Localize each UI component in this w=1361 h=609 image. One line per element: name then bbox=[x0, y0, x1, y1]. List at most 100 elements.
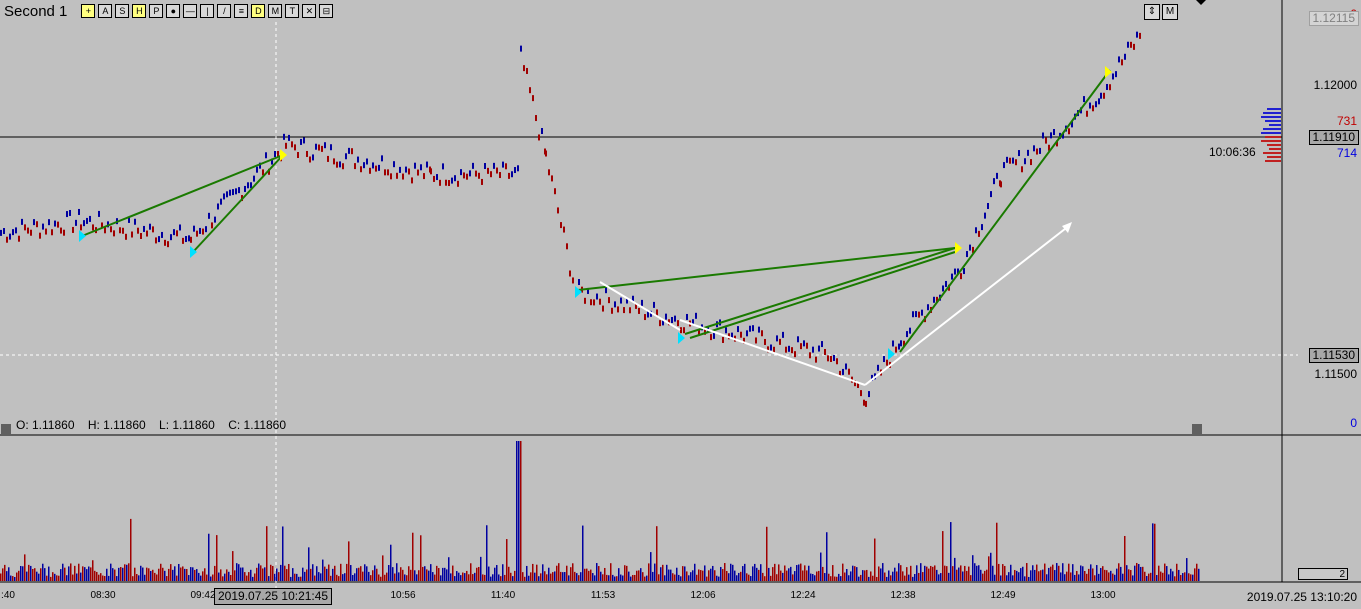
m-button[interactable]: M bbox=[1162, 4, 1178, 20]
dropdown-icon[interactable] bbox=[1196, 0, 1206, 5]
tools-button[interactable]: ✕ bbox=[302, 4, 317, 18]
volume-bar bbox=[344, 573, 346, 581]
volume-bar bbox=[958, 567, 960, 581]
bar-countdown: 10:06:36 bbox=[1209, 145, 1256, 159]
volume-bar bbox=[80, 572, 82, 581]
volume-bar bbox=[1168, 574, 1170, 581]
volume-bar bbox=[526, 565, 528, 581]
volume-bar bbox=[850, 571, 852, 581]
horizontal-line-button[interactable]: — bbox=[183, 4, 198, 18]
volume-bar bbox=[66, 575, 68, 581]
volume-bar bbox=[356, 568, 358, 581]
price-axis[interactable]: 0 1.12115 1.12000 731 1.11910 714 1.1153… bbox=[1283, 0, 1361, 435]
time-label: :40 bbox=[1, 590, 15, 601]
t-button[interactable]: T bbox=[285, 4, 300, 18]
volume-bar bbox=[942, 531, 944, 581]
s-button[interactable]: S bbox=[115, 4, 130, 18]
scroll-right-handle[interactable] bbox=[1192, 424, 1202, 434]
volume-bar bbox=[1006, 575, 1008, 581]
volume-bar bbox=[412, 532, 414, 581]
volume-bar bbox=[1174, 576, 1176, 581]
volume-bar bbox=[686, 571, 688, 581]
volume-bar bbox=[520, 441, 522, 581]
volume-bar bbox=[898, 563, 900, 581]
volume-bar bbox=[276, 568, 278, 581]
volume-bar bbox=[768, 567, 770, 581]
h-button[interactable]: H bbox=[132, 4, 147, 18]
volume-bar bbox=[1052, 564, 1054, 581]
volume-bar bbox=[294, 573, 296, 581]
volume-bar bbox=[384, 574, 386, 581]
volume-bar bbox=[736, 575, 738, 581]
volume-bar bbox=[988, 556, 990, 581]
volume-bar bbox=[926, 566, 928, 581]
volume-bar bbox=[1036, 564, 1038, 581]
volume-bar bbox=[208, 533, 210, 581]
volume-bar bbox=[474, 572, 476, 581]
volume-bar bbox=[766, 526, 768, 581]
volume-bar bbox=[952, 566, 954, 581]
volume-bar bbox=[470, 563, 472, 581]
volume-bar bbox=[362, 571, 364, 581]
volume-bar bbox=[70, 563, 72, 581]
volume-bar bbox=[524, 576, 526, 581]
trendline-button[interactable]: / bbox=[217, 4, 232, 18]
volume-bar bbox=[860, 574, 862, 581]
resize-icon[interactable]: ⇕ bbox=[1144, 4, 1160, 20]
volume-bar bbox=[722, 569, 724, 581]
trend-line bbox=[577, 247, 956, 291]
volume-bar bbox=[194, 569, 196, 581]
vertical-line-button[interactable]: | bbox=[200, 4, 215, 18]
volume-bar bbox=[738, 572, 740, 581]
volume-bar bbox=[418, 570, 420, 581]
volume-bar bbox=[1150, 572, 1152, 581]
d-button[interactable]: D bbox=[251, 4, 266, 18]
volume-bar bbox=[364, 564, 366, 581]
volume-bar bbox=[82, 566, 84, 581]
volume-bar bbox=[780, 570, 782, 581]
volume-bar bbox=[142, 567, 144, 581]
volume-bar bbox=[138, 575, 140, 581]
volume-bar bbox=[468, 574, 470, 581]
crosshair-button[interactable]: + bbox=[81, 4, 96, 18]
volume-bar bbox=[146, 567, 148, 581]
p-button[interactable]: P bbox=[149, 4, 164, 18]
volume-bar bbox=[322, 559, 324, 581]
current-time: 2019.07.25 13:10:20 bbox=[1246, 590, 1357, 604]
volume-bar bbox=[584, 568, 586, 581]
volume-bar bbox=[204, 568, 206, 581]
arrow-head bbox=[1062, 222, 1072, 233]
volume-bar bbox=[84, 567, 86, 581]
scroll-left-handle[interactable] bbox=[1, 424, 11, 434]
volume-bar bbox=[424, 566, 426, 581]
volume-bar bbox=[340, 563, 342, 581]
volume-bar bbox=[968, 566, 970, 581]
volume-bar bbox=[36, 571, 38, 581]
volume-bar bbox=[544, 571, 546, 581]
dom-level-bar bbox=[1263, 152, 1281, 154]
volume-bar bbox=[220, 569, 222, 581]
volume-bar bbox=[854, 566, 856, 581]
text-button[interactable]: ≡ bbox=[234, 4, 249, 18]
volume-bar bbox=[102, 575, 104, 581]
volume-bar bbox=[184, 568, 186, 581]
volume-bar bbox=[878, 566, 880, 581]
a-button[interactable]: A bbox=[98, 4, 113, 18]
volume-bar bbox=[104, 576, 106, 581]
volume-bar bbox=[896, 571, 898, 581]
collapse-button[interactable]: ⊟ bbox=[319, 4, 334, 18]
volume-bar bbox=[1186, 558, 1188, 581]
volume-bar bbox=[478, 566, 480, 581]
dot-button[interactable]: ● bbox=[166, 4, 181, 18]
volume-bar bbox=[420, 535, 422, 581]
volume-bar bbox=[252, 576, 254, 581]
m-button[interactable]: M bbox=[268, 4, 283, 18]
volume-bar bbox=[408, 566, 410, 581]
volume-bar bbox=[682, 566, 684, 581]
volume-bar bbox=[6, 571, 8, 581]
volume-bar bbox=[1194, 568, 1196, 581]
volume-bar bbox=[930, 565, 932, 581]
volume-bar bbox=[316, 566, 318, 581]
volume-bar bbox=[540, 573, 542, 581]
